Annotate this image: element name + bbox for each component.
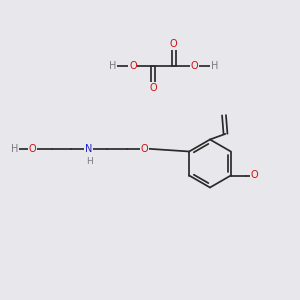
Text: O: O xyxy=(190,61,198,71)
Text: O: O xyxy=(170,39,178,50)
Text: H: H xyxy=(11,143,19,154)
Text: O: O xyxy=(149,82,157,93)
Text: H: H xyxy=(109,61,116,71)
Text: O: O xyxy=(141,143,148,154)
Text: O: O xyxy=(251,170,259,181)
Text: O: O xyxy=(129,61,137,71)
Text: O: O xyxy=(28,143,36,154)
Text: N: N xyxy=(85,143,92,154)
Text: H: H xyxy=(211,61,218,71)
Text: H: H xyxy=(86,157,93,166)
